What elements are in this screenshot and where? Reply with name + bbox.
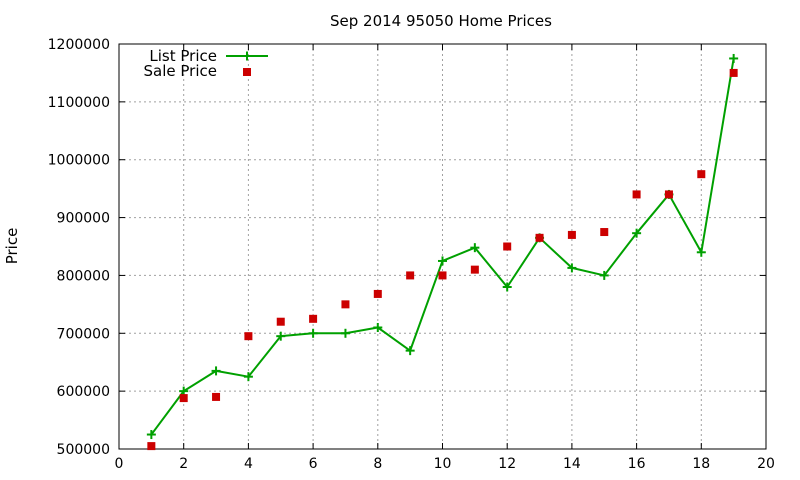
sale-price-point bbox=[179, 394, 188, 403]
list-price-point bbox=[146, 430, 156, 440]
sale-price-point bbox=[664, 190, 673, 199]
x-tick-label: 18 bbox=[692, 456, 710, 472]
list-price-point bbox=[567, 263, 577, 273]
x-tick-label: 8 bbox=[373, 456, 382, 472]
axis-ticks bbox=[118, 43, 767, 450]
list-price-point bbox=[211, 366, 221, 376]
legend-sample-sale-price bbox=[243, 68, 251, 76]
series-sale-price bbox=[147, 68, 738, 451]
y-axis-label: Price bbox=[3, 228, 21, 265]
list-price-point bbox=[243, 372, 253, 382]
legend-marker-sale-price bbox=[243, 68, 251, 76]
x-tick-label: 0 bbox=[115, 456, 124, 472]
series-layer bbox=[146, 53, 739, 451]
y-tick-label: 1200000 bbox=[48, 37, 110, 53]
list-price-point bbox=[696, 247, 706, 257]
list-price-point bbox=[276, 331, 286, 341]
y-tick-labels: 500000 600000 700000 800000 900000 1000000 110… bbox=[48, 37, 110, 458]
x-tick-label: 6 bbox=[309, 456, 318, 472]
sale-price-point bbox=[567, 230, 576, 239]
list-price-point bbox=[470, 243, 480, 253]
list-price-point bbox=[632, 228, 642, 238]
grid bbox=[119, 44, 766, 449]
sale-price-point bbox=[147, 442, 156, 451]
y-tick-label: 900000 bbox=[57, 211, 110, 227]
legend-marker-list-price bbox=[242, 51, 252, 61]
y-tick-label: 1000000 bbox=[48, 153, 110, 169]
list-price-point bbox=[438, 256, 447, 266]
legend-sample-list-price bbox=[226, 51, 268, 61]
y-tick-label: 600000 bbox=[57, 384, 110, 400]
x-tick-label: 20 bbox=[757, 456, 775, 472]
y-tick-label: 1100000 bbox=[48, 95, 110, 111]
sale-price-point bbox=[244, 332, 253, 341]
sale-price-point bbox=[697, 170, 706, 179]
sale-price-point bbox=[438, 271, 447, 280]
sale-price-point bbox=[341, 300, 350, 309]
x-tick-label: 14 bbox=[563, 456, 581, 472]
sale-price-point bbox=[535, 233, 544, 242]
x-tick-label: 10 bbox=[434, 456, 452, 472]
list-price-point bbox=[405, 346, 415, 356]
sale-price-point bbox=[632, 190, 641, 199]
sale-price-point bbox=[373, 289, 382, 298]
sale-price-point bbox=[212, 392, 221, 401]
y-tick-label: 800000 bbox=[57, 268, 110, 284]
x-tick-label: 16 bbox=[628, 456, 646, 472]
list-price-point bbox=[729, 53, 739, 63]
x-tick-label: 4 bbox=[244, 456, 253, 472]
series-list-price bbox=[146, 53, 739, 440]
chart-title: Sep 2014 95050 Home Prices bbox=[330, 12, 552, 30]
list-price-point bbox=[599, 270, 609, 280]
list-price-point bbox=[340, 328, 350, 338]
x-tick-labels: 0 2 4 6 8 10 12 14 16 18 20 bbox=[115, 456, 775, 472]
sale-price-point bbox=[276, 317, 285, 326]
x-tick-label: 2 bbox=[179, 456, 188, 472]
legend-label-sale-price: Sale Price bbox=[144, 62, 217, 80]
legend: List Price Sale Price bbox=[144, 47, 268, 80]
sale-price-point bbox=[503, 242, 512, 251]
legend-label-list-price: List Price bbox=[149, 47, 217, 65]
sale-price-point bbox=[600, 228, 609, 237]
x-tick-label: 12 bbox=[498, 456, 516, 472]
sale-price-point bbox=[470, 265, 479, 274]
sale-price-point bbox=[406, 271, 415, 280]
sale-price-point bbox=[729, 68, 738, 77]
list-price-point bbox=[502, 282, 512, 292]
y-tick-label: 500000 bbox=[57, 442, 110, 458]
list-price-point bbox=[308, 328, 318, 338]
list-price-point bbox=[373, 323, 383, 332]
y-tick-label: 700000 bbox=[57, 326, 110, 342]
sale-price-point bbox=[309, 314, 318, 323]
